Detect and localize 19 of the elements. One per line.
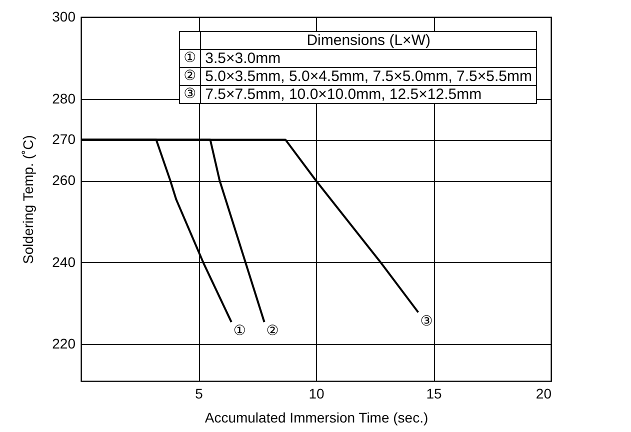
legend-label: ② 5.0×3.5mm, 5.0×4.5mm, 7.5×5.0mm, 7.5×5.5mm bbox=[182, 68, 533, 86]
y-axis-title: Soldering Temp. (˚C) bbox=[20, 135, 36, 264]
x-tick-label: 20 bbox=[536, 386, 552, 402]
x-tick-label: 15 bbox=[426, 386, 442, 402]
annotation: ② bbox=[266, 323, 279, 340]
y-tick-label: 280 bbox=[52, 90, 76, 106]
y-tick-label: 260 bbox=[52, 172, 76, 188]
annotation: ① bbox=[233, 323, 246, 340]
legend-label: ③ 7.5×7.5mm, 10.0×10.0mm, 12.5×12.5mm bbox=[182, 86, 483, 104]
x-tick-label: 10 bbox=[308, 386, 324, 402]
annotation: ③ bbox=[420, 313, 433, 330]
legend-title: Dimensions (L×W) bbox=[200, 32, 536, 50]
y-tick-label: 240 bbox=[52, 254, 76, 270]
legend-label: ① 3.5×3.0mm bbox=[182, 50, 282, 68]
x-tick-label: 5 bbox=[195, 386, 204, 402]
y-tick-label: 220 bbox=[52, 336, 76, 352]
x-axis-title: Accumulated Immersion Time (sec.) bbox=[204, 410, 428, 426]
y-tick-label: 270 bbox=[52, 131, 76, 148]
y-tick-label: 300 bbox=[52, 8, 76, 24]
